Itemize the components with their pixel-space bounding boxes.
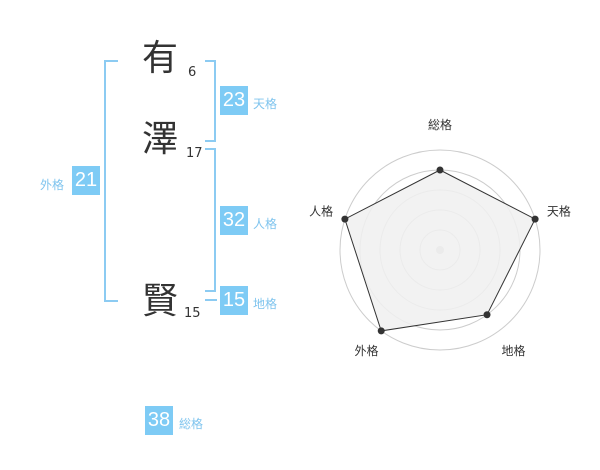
name-char-2: 澤 [141,119,178,160]
chikaku-connector [205,299,217,301]
radar-axis-label: 総格 [428,117,452,132]
gaikaku-label: 外格 [40,178,65,192]
gaikaku-value: 21 [72,166,100,195]
tenkaku-value: 23 [220,86,248,115]
name-char-3: 賢 [141,281,178,322]
radar-axis-label: 天格 [547,203,571,218]
radar-axis-label: 外格 [355,343,379,358]
radar-axis-label: 人格 [309,203,333,218]
jinkaku-label: 人格 [253,217,278,231]
stroke-count-2: 17 [186,146,203,161]
jinkaku-bracket [205,148,216,292]
chikaku-label: 地格 [253,297,278,311]
radar-axis-label: 地格 [501,343,525,358]
grid-ring [339,149,541,351]
stroke-count-3: 15 [184,306,201,321]
tenkaku-bracket [205,60,216,142]
soukaku-value: 38 [145,406,173,435]
radar-point [377,327,385,335]
gaikaku-bracket [104,60,118,302]
radar-area [344,169,536,332]
stroke-count-1: 6 [188,65,197,80]
tenkaku-label: 天格 [253,97,278,111]
name-char-1: 有 [141,38,178,79]
radar-point [341,215,349,223]
radar-point [483,311,491,319]
chikaku-value: 15 [220,286,248,315]
soukaku-label: 総格 [179,417,204,431]
radar-point [531,215,539,223]
jinkaku-value: 32 [220,206,248,235]
radar-point [436,166,444,174]
